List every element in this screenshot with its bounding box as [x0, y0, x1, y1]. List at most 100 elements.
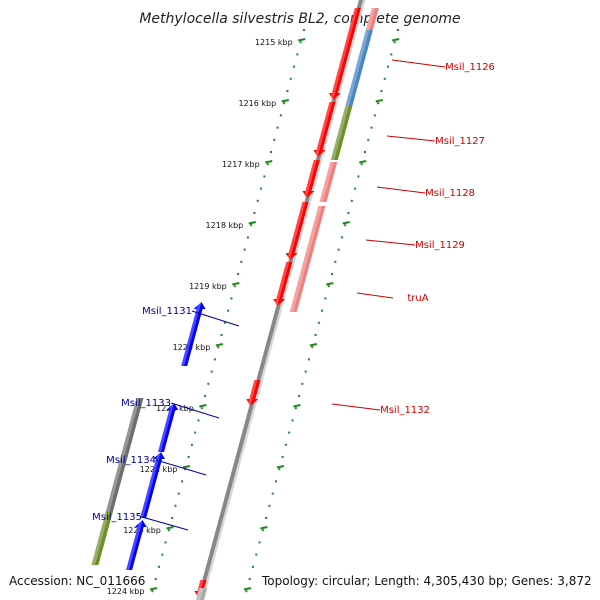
forward-gene-arrow [273, 262, 293, 306]
outer-scale-line-dot [387, 65, 390, 68]
cog-category-bar-body [330, 105, 353, 160]
reverse-cog-bar [91, 512, 113, 565]
inner-scale-line-dot [253, 212, 256, 214]
reverse-gene-arrow-highlight [181, 302, 202, 366]
label-leader-line [155, 459, 207, 476]
gene-label: Msil_1131 [142, 306, 192, 317]
inner-scale-line-dot [220, 334, 223, 336]
gene-label: Msil_1134 [106, 455, 156, 466]
inner-scale-line-dot [154, 578, 157, 580]
outer-scale-line-dot [390, 53, 393, 56]
inner-scale-line-dot [293, 65, 296, 68]
inner-scale-line-dot [227, 309, 230, 312]
cog-category-bar-highlight [330, 105, 350, 160]
outer-scale-line-major-tick [342, 221, 350, 225]
outer-scale-line-dot [354, 187, 357, 190]
reverse-gene-arrow-highlight [157, 403, 175, 452]
scale-tick-label: 1218 kbp [206, 221, 244, 230]
scale-tick-label: 1215 kbp [255, 38, 293, 47]
outer-scale-line-major-tick [391, 38, 400, 42]
inner-scale-line-dot [240, 260, 243, 263]
reverse-gene-arrow-body [157, 403, 179, 452]
inner-scale-line-dot [302, 29, 305, 31]
forward-gene-arrow [313, 102, 336, 157]
scale-tick-label: 1217 kbp [222, 160, 260, 169]
map-title: Methylocella silvestris BL2, complete ge… [139, 11, 460, 27]
outer-scale-line-dot [265, 517, 268, 519]
inner-scale-line-dot [157, 565, 160, 568]
inner-scale-line-dot [246, 236, 249, 239]
backbone-gene-stub [196, 588, 208, 600]
outer-scale-line-major-tick [260, 526, 268, 530]
inner-scale-line-dot [256, 199, 259, 202]
gene-label: Msil_1127 [435, 136, 485, 147]
outer-scale-line-dot [317, 321, 320, 324]
forward-gene-arrow-highlight [330, 8, 358, 100]
inner-scale-line-dot [269, 151, 272, 153]
outer-scale-line-major-tick [359, 160, 367, 164]
inner-scale-line-dot [151, 590, 154, 593]
reverse-gene-arrow-body [181, 302, 206, 366]
cog-category-bar-body [365, 8, 379, 30]
inner-scale-line-dot [279, 114, 282, 117]
forward-gene-arrow-highlight [247, 380, 258, 406]
inner-scale-line-dot [174, 504, 177, 507]
reverse-gene-arrow-highlight [126, 520, 143, 570]
label-leader-line [141, 516, 189, 531]
outer-scale-line-dot [337, 248, 340, 251]
reverse-gene-arrow [126, 520, 147, 570]
inner-scale-line-major-tick [199, 404, 207, 408]
gene-label: truA [407, 293, 428, 304]
cog-category-bar-highlight [345, 30, 370, 105]
inner-scale-line-dot [197, 419, 200, 422]
outer-scale-line-major-tick [243, 587, 252, 591]
outer-scale-line-dot [373, 114, 376, 117]
diagram-layer: 1215 kbp 1216 kbp 1217 kbp 1218 kbp 1219 kbp… [91, 0, 495, 600]
inner-scale-line-major-tick [166, 526, 174, 530]
outer-scale-line-dot [393, 41, 396, 44]
reverse-cog-bar-highlight [105, 398, 141, 512]
label-leader-line [386, 135, 436, 142]
inner-scale-line [149, 29, 306, 593]
outer-scale-line-dot [258, 541, 261, 544]
forward-gene-arrow-highlight [274, 262, 290, 306]
label-leader-line [331, 403, 381, 411]
accession-text: Accession: NC_011666 [9, 574, 146, 588]
forward-gene-arrow-body [328, 8, 361, 100]
outer-scale-line-dot [383, 77, 386, 80]
reverse-cog-bar-highlight [91, 512, 110, 565]
cog-category-bar [289, 206, 326, 312]
outer-scale-line-dot [350, 199, 353, 202]
backbone-gene-stub-body [196, 588, 208, 600]
inner-scale-line-dot [171, 517, 174, 519]
forward-gene-arrow [285, 202, 309, 260]
outer-scale-line-dot [367, 138, 370, 141]
outer-scale-line-dot [311, 346, 314, 349]
inner-scale-line-dot [263, 175, 266, 178]
inner-scale-line-dot [276, 126, 279, 129]
reverse-cog-bar [105, 398, 144, 512]
outer-scale-line-dot [294, 407, 297, 410]
forward-gene-arrow-body [273, 262, 293, 306]
reverse-gene-arrow-body [140, 452, 166, 518]
outer-scale-line-dot [304, 370, 307, 373]
inner-scale-line-dot [181, 480, 184, 483]
inner-scale-line-dot [213, 358, 216, 361]
forward-gene-arrow-body [302, 160, 320, 198]
outer-scale-line-major-tick [375, 99, 383, 103]
inner-scale-line-dot [187, 456, 190, 458]
inner-scale-line-dot [190, 443, 193, 446]
inner-scale-line-dot [200, 407, 203, 410]
inner-scale-line-dot [296, 53, 299, 56]
reverse-cog-bar-body [91, 512, 113, 565]
label-leader-line [170, 402, 220, 419]
outer-scale-line-dot [314, 334, 317, 336]
cog-category-bar-highlight [365, 8, 376, 30]
forward-gene-arrow-body [285, 202, 309, 260]
cog-category-bar [319, 162, 338, 202]
cog-category-bar-body [345, 30, 373, 105]
outer-scale-line-dot [334, 260, 337, 263]
outer-scale-line-dot [291, 419, 294, 422]
outer-scale-line-dot [255, 553, 258, 556]
